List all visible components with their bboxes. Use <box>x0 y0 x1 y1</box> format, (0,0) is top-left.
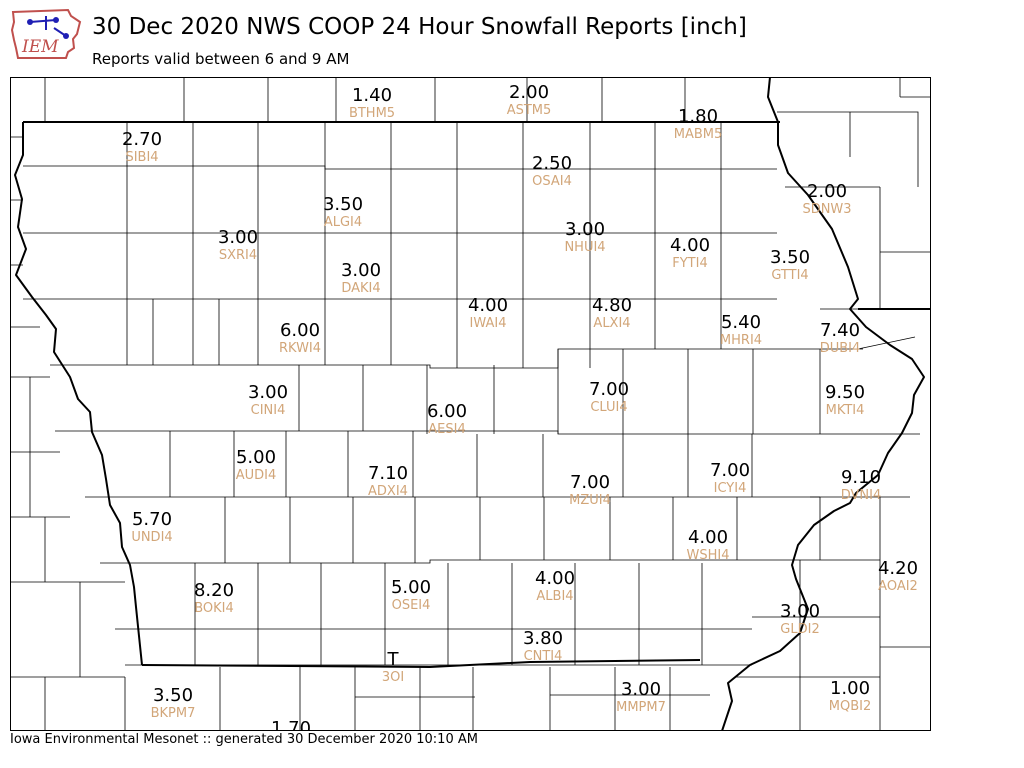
footer-credit: Iowa Environmental Mesonet :: generated … <box>10 732 478 747</box>
station-value-label-38: 1.70 <box>271 718 311 731</box>
station-value-icyi4: 7.00 <box>710 460 750 481</box>
station-value-aoai2: 4.20 <box>878 558 918 579</box>
station-value-mqbi2: 1.00 <box>830 678 870 699</box>
station-value-nhui4: 3.00 <box>565 219 605 240</box>
station-value-alxi4: 4.80 <box>592 295 632 316</box>
map-subtitle: Reports valid between 6 and 9 AM <box>92 50 350 68</box>
station-value-fyti4: 4.00 <box>670 235 710 256</box>
station-id-cini4: CINI4 <box>251 403 286 418</box>
station-id-audi4: AUDI4 <box>236 468 277 483</box>
station-value-adxi4: 7.10 <box>368 463 408 484</box>
station-value-rkwi4: 6.00 <box>280 320 320 341</box>
station-value-mmpm7: 3.00 <box>621 679 661 700</box>
station-id-mkti4: MKTI4 <box>826 403 865 418</box>
station-value-gtti4: 3.50 <box>770 247 810 268</box>
station-id-boki4: BOKI4 <box>194 601 234 616</box>
station-value-osei4: 5.00 <box>391 577 431 598</box>
logo-text: IEM <box>21 37 59 57</box>
snowfall-map: 1.40 BTHM5 2.00 ASTM5 1.80 MABM5 2.70 SIBI4 2.50… <box>10 77 931 731</box>
station-id-rkwi4: RKWI4 <box>279 341 321 356</box>
station-id-osei4: OSEI4 <box>392 598 431 613</box>
station-id-icyi4: ICYI4 <box>714 481 747 496</box>
station-id-mmpm7: MMPM7 <box>616 700 666 715</box>
station-id-gtti4: GTTI4 <box>771 268 808 283</box>
station-id-iwai4: IWAI4 <box>470 316 507 331</box>
station-id-cnti4: CNTI4 <box>524 649 563 664</box>
station-value-mhri4: 5.40 <box>721 312 761 333</box>
station-value-audi4: 5.00 <box>236 447 276 468</box>
station-value-boki4: 8.20 <box>194 580 234 601</box>
station-value-algi4: 3.50 <box>323 194 363 215</box>
station-value-albi4: 4.00 <box>535 568 575 589</box>
iem-logo: IEM <box>10 8 84 60</box>
station-id-dvni4: DVNI4 <box>841 488 882 503</box>
station-id-bkpm7: BKPM7 <box>151 706 196 721</box>
station-value-undi4: 5.70 <box>132 509 172 530</box>
station-value-dvni4: 9.10 <box>841 467 881 488</box>
county-boundaries <box>10 77 931 731</box>
station-value-iwai4: 4.00 <box>468 295 508 316</box>
station-id-dubi4: DUBI4 <box>820 341 861 356</box>
station-value-wshi4: 4.00 <box>688 527 728 548</box>
station-id-aesi4: AESI4 <box>428 422 465 437</box>
station-value-osai4: 2.50 <box>532 153 572 174</box>
station-id-aoai2: AOAI2 <box>878 579 918 594</box>
station-value-mzui4: 7.00 <box>570 472 610 493</box>
station-value-sxri4: 3.00 <box>218 227 258 248</box>
station-value-astm5: 2.00 <box>509 82 549 103</box>
station-id-gldi2: GLDI2 <box>780 622 819 637</box>
station-value-cnti4: 3.80 <box>523 628 563 649</box>
station-id-alxi4: ALXI4 <box>593 316 630 331</box>
station-value-cini4: 3.00 <box>248 382 288 403</box>
station-id-3oi: 3OI <box>382 670 404 685</box>
station-id-nhui4: NHUI4 <box>564 240 605 255</box>
station-id-fyti4: FYTI4 <box>672 256 707 271</box>
map-title: 30 Dec 2020 NWS COOP 24 Hour Snowfall Re… <box>92 14 747 40</box>
station-value-aesi4: 6.00 <box>427 401 467 422</box>
station-value-bthm5: 1.40 <box>352 85 392 106</box>
station-value-gldi2: 3.00 <box>780 601 820 622</box>
station-value-daki4: 3.00 <box>341 260 381 281</box>
station-id-daki4: DAKI4 <box>341 281 380 296</box>
station-id-undi4: UNDI4 <box>131 530 172 545</box>
station-id-sxri4: SXRI4 <box>219 248 257 263</box>
station-value-sibi4: 2.70 <box>122 129 162 150</box>
station-value-mabm5: 1.80 <box>678 106 718 127</box>
station-value-dubi4: 7.40 <box>820 320 860 341</box>
station-id-osai4: OSAI4 <box>532 174 572 189</box>
station-id-sdnw3: SDNW3 <box>802 202 851 217</box>
station-value-mkti4: 9.50 <box>825 382 865 403</box>
station-value-sdnw3: 2.00 <box>807 181 847 202</box>
station-id-mhri4: MHRI4 <box>720 333 762 348</box>
station-value-3oi: T <box>387 649 400 670</box>
station-id-mqbi2: MQBI2 <box>829 699 871 714</box>
station-id-albi4: ALBI4 <box>536 589 573 604</box>
station-id-sibi4: SIBI4 <box>125 150 158 165</box>
iowa-outline-icon <box>10 8 82 59</box>
station-value-bkpm7: 3.50 <box>153 685 193 706</box>
station-id-clui4: CLUI4 <box>590 400 627 415</box>
station-value-clui4: 7.00 <box>589 379 629 400</box>
station-id-astm5: ASTM5 <box>507 103 552 118</box>
state-boundaries <box>14 77 931 731</box>
station-id-mzui4: MZUI4 <box>569 493 611 508</box>
station-id-algi4: ALGI4 <box>324 215 362 230</box>
station-id-adxi4: ADXI4 <box>368 484 408 499</box>
station-id-wshi4: WSHI4 <box>687 548 730 563</box>
station-id-mabm5: MABM5 <box>674 127 723 142</box>
station-id-bthm5: BTHM5 <box>349 106 395 121</box>
